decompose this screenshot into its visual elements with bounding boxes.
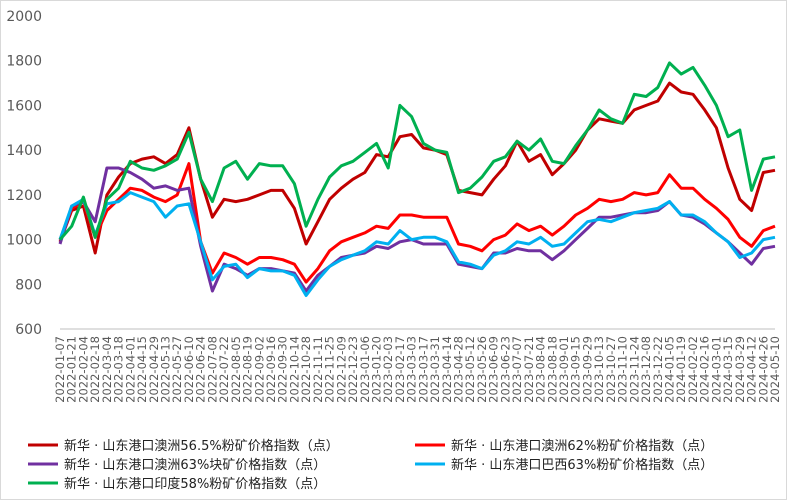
legend-label: 新华 · 山东港口巴西63%粉矿价格指数（点）	[451, 457, 713, 473]
x-tick-label: 2023-06-23	[498, 336, 512, 403]
x-tick-label: 2023-07-07	[510, 336, 524, 403]
series-line	[58, 166, 776, 293]
x-tick-label: 2023-03-03	[405, 336, 419, 403]
legend-label: 新华 · 山东港口澳洲56.5%粉矿价格指数（点）	[64, 438, 339, 454]
x-tick-label: 2022-08-05	[229, 336, 243, 403]
x-tick-label: 2024-03-29	[733, 336, 747, 403]
x-tick-label: 2023-09-01	[557, 336, 571, 403]
x-tick-label: 2022-04-29	[147, 336, 161, 403]
x-tick-label: 2023-02-17	[393, 336, 407, 403]
x-tick-label: 2022-05-27	[170, 336, 184, 403]
x-tick-label: 2024-02-02	[686, 336, 700, 403]
x-tick-label: 2023-08-04	[534, 336, 548, 403]
x-tick-label: 2022-08-19	[241, 336, 255, 403]
series-line	[58, 61, 776, 241]
x-tick-label: 2022-01-07	[53, 336, 67, 403]
x-tick-label: 2024-04-12	[745, 336, 759, 403]
x-tick-label: 2022-02-18	[88, 336, 102, 403]
x-tick-label: 2022-01-21	[65, 336, 79, 403]
x-tick-label: 2022-12-09	[334, 336, 348, 403]
x-tick-label: 2022-05-13	[158, 336, 172, 403]
y-tick-label: 1200	[6, 188, 42, 204]
x-tick-label: 2022-02-04	[76, 336, 90, 403]
x-tick-label: 2023-11-24	[627, 336, 641, 403]
x-tick-label: 2023-09-29	[580, 336, 594, 403]
x-tick-label: 2024-04-26	[756, 336, 770, 403]
x-tick-label: 2024-01-19	[674, 336, 688, 403]
x-tick-label: 2022-10-14	[287, 336, 301, 403]
x-tick-label: 2023-02-03	[381, 336, 395, 403]
x-tick-label: 2023-01-06	[358, 336, 372, 403]
x-tick-label: 2022-09-02	[252, 336, 266, 403]
x-tick-label: 2022-09-16	[264, 336, 278, 403]
x-tick-label: 2022-07-22	[217, 336, 231, 403]
x-tick-label: 2022-04-01	[123, 336, 137, 403]
y-tick-label: 1800	[6, 54, 42, 70]
y-tick-label: 1000	[6, 233, 42, 249]
x-tick-label: 2022-03-18	[112, 336, 126, 403]
x-tick-label: 2022-11-11	[311, 336, 325, 403]
x-tick-label: 2024-03-15	[721, 336, 735, 403]
x-tick-label: 2023-12-08	[639, 336, 653, 403]
legend-label: 新华 · 山东港口澳洲63%块矿价格指数（点）	[64, 457, 326, 473]
x-tick-label: 2023-04-28	[452, 336, 466, 403]
x-tick-label: 2023-01-20	[369, 336, 383, 403]
x-tick-label: 2022-04-15	[135, 336, 149, 403]
legend-label: 新华 · 山东港口澳洲62%粉矿价格指数（点）	[451, 438, 713, 454]
x-tick-label: 2022-11-25	[323, 336, 337, 403]
x-tick-label: 2022-03-04	[100, 336, 114, 403]
x-tick-label: 2023-04-14	[440, 336, 454, 403]
legend-label: 新华 · 山东港口印度58%粉矿价格指数（点）	[64, 476, 326, 492]
x-tick-label: 2023-10-13	[592, 336, 606, 403]
x-tick-label: 2023-09-15	[569, 336, 583, 403]
x-tick-label: 2022-12-23	[346, 336, 360, 403]
y-tick-label: 1600	[6, 98, 42, 114]
series-line	[58, 81, 776, 255]
x-tick-label: 2023-03-31	[428, 336, 442, 403]
y-tick-label: 600	[15, 322, 42, 338]
x-tick-label: 2023-06-09	[487, 336, 501, 403]
x-tick-label: 2022-06-24	[194, 336, 208, 403]
x-tick-label: 2023-10-27	[604, 336, 618, 403]
x-tick-label: 2023-05-12	[463, 336, 477, 403]
x-tick-label: 2022-07-08	[205, 336, 219, 403]
x-tick-label: 2023-11-10	[616, 336, 630, 403]
series-line	[58, 191, 776, 297]
x-tick-label: 2024-05-10	[768, 336, 782, 403]
x-tick-label: 2023-12-22	[651, 336, 665, 403]
x-tick-label: 2023-05-26	[475, 336, 489, 403]
x-tick-label: 2024-02-16	[698, 336, 712, 403]
y-tick-label: 1400	[6, 143, 42, 159]
x-tick-label: 2023-08-18	[545, 336, 559, 403]
x-tick-label: 2024-01-05	[663, 336, 677, 403]
x-tick-label: 2022-10-28	[299, 336, 313, 403]
x-tick-label: 2024-03-01	[709, 336, 723, 403]
y-tick-label: 2000	[6, 9, 42, 25]
x-tick-label: 2022-06-10	[182, 336, 196, 403]
legend: 新华 · 山东港口澳洲56.5%粉矿价格指数（点） 新华 · 山东港口澳洲62%粉…	[28, 438, 713, 492]
x-tick-label: 2023-07-21	[522, 336, 536, 403]
x-tick-label: 2022-09-30	[276, 336, 290, 403]
x-tick-label: 2023-03-17	[416, 336, 430, 403]
y-tick-label: 800	[15, 277, 42, 293]
